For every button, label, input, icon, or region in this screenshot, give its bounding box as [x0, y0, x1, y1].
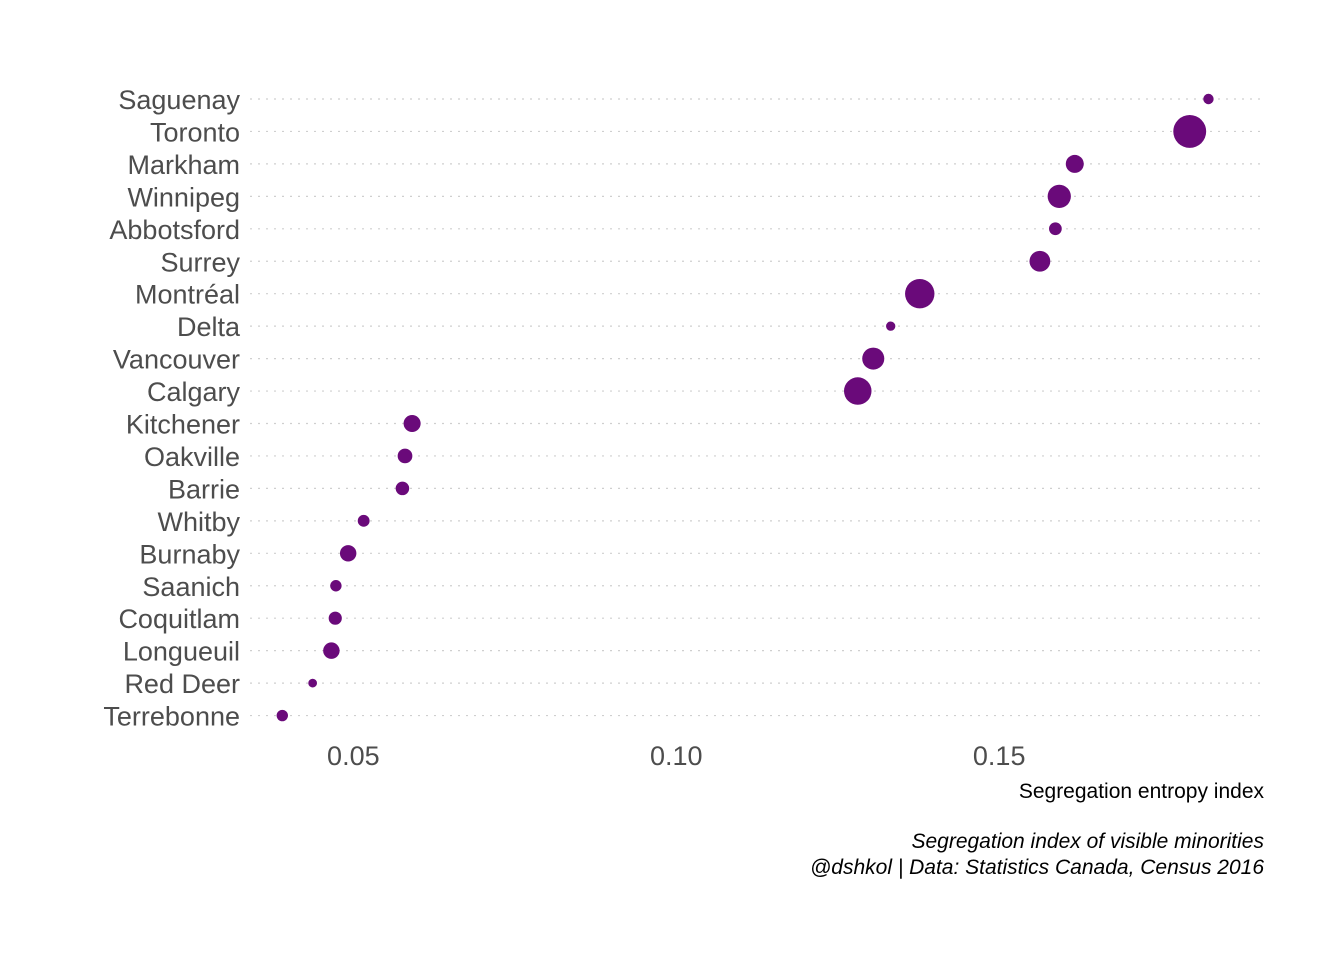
city-label: Delta — [177, 312, 241, 342]
data-point — [1173, 115, 1207, 148]
data-point — [886, 321, 896, 331]
city-label: Saanich — [142, 572, 240, 602]
city-label: Toronto — [150, 117, 240, 147]
data-point — [339, 545, 357, 562]
city-label: Saguenay — [118, 85, 240, 115]
data-point — [905, 278, 935, 309]
data-point — [395, 481, 410, 496]
data-point — [1065, 154, 1084, 173]
city-label: Terrebonne — [103, 702, 240, 732]
data-point — [357, 514, 370, 527]
city-label: Oakville — [144, 442, 240, 472]
city-label: Kitchener — [126, 410, 240, 440]
caption-source: @dshkol | Data: Statistics Canada, Censu… — [810, 856, 1264, 879]
city-label: Calgary — [147, 377, 241, 407]
x-axis-title: Segregation entropy index — [1019, 780, 1265, 803]
data-point — [1203, 93, 1214, 105]
x-tick-label: 0.15 — [973, 741, 1026, 771]
city-label: Winnipeg — [127, 182, 240, 212]
city-label: Longueuil — [123, 637, 240, 667]
city-label: Vancouver — [113, 345, 240, 375]
city-label: Red Deer — [124, 669, 240, 699]
data-point — [397, 448, 413, 464]
city-label: Barrie — [168, 474, 240, 504]
city-label: Whitby — [157, 507, 240, 537]
x-tick-label: 0.10 — [650, 741, 703, 771]
data-point — [1049, 222, 1062, 236]
data-point — [1047, 184, 1071, 208]
data-points — [276, 93, 1214, 722]
data-point — [276, 709, 288, 722]
data-point — [843, 377, 872, 405]
city-label: Burnaby — [139, 539, 240, 569]
x-axis-ticks: 0.05 0.10 0.15 — [327, 741, 1025, 771]
data-point — [323, 642, 340, 659]
data-point — [403, 414, 421, 433]
city-label: Markham — [127, 150, 240, 180]
city-label: Surrey — [160, 247, 240, 277]
caption-title: Segregation index of visible minorities — [911, 830, 1264, 853]
city-labels: SaguenayTorontoMarkhamWinnipegAbbotsford… — [103, 85, 241, 732]
city-label: Coquitlam — [118, 604, 240, 634]
data-point — [1029, 250, 1051, 272]
data-point — [330, 580, 342, 592]
data-point — [328, 611, 342, 625]
x-tick-label: 0.05 — [327, 741, 380, 771]
gridlines — [250, 98, 1264, 717]
data-point — [862, 347, 885, 370]
city-label: Montréal — [135, 280, 240, 310]
city-label: Abbotsford — [109, 215, 240, 245]
data-point — [308, 678, 317, 688]
